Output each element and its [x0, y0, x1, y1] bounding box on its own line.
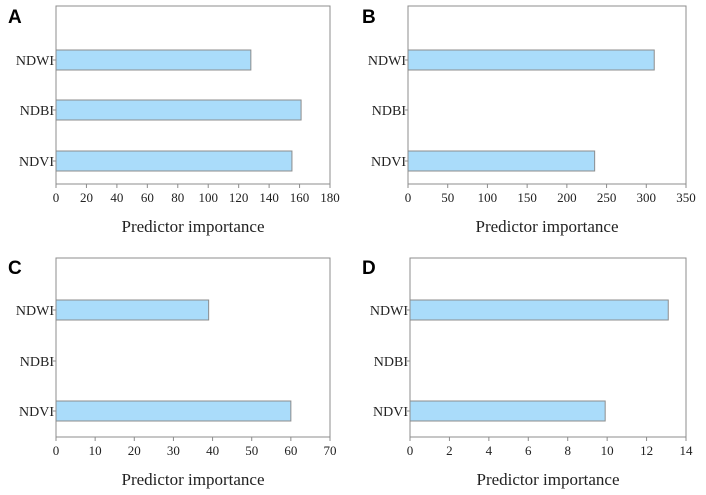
panel-d-category-ndwi: NDWI	[370, 304, 408, 319]
panel-c-plot-frame	[55, 257, 331, 438]
panel-b-bar-ndwi	[407, 49, 655, 71]
panel-c-letter: C	[8, 258, 22, 279]
panel-a-xtick-label-100: 100	[198, 190, 218, 205]
panel-c-xtick-label-40: 40	[206, 443, 219, 458]
panel-d-letter: D	[362, 258, 376, 279]
panel-c-xtick-label-30: 30	[167, 443, 180, 458]
panel-d-plot-frame	[409, 257, 687, 438]
panel-a-xtick-label-60: 60	[141, 190, 154, 205]
panel-d-bar-ndvi	[409, 400, 606, 422]
panel-b-xlabel: Predictor importance	[475, 217, 618, 236]
panel-b-category-ndbi: NDBI	[372, 104, 407, 119]
panel-d-xtick-label-2: 2	[446, 443, 453, 458]
panel-b-category-ndwi: NDWI	[368, 54, 406, 69]
panel-b-xtick-label-300: 300	[637, 190, 657, 205]
panel-b-xtick-label-350: 350	[676, 190, 696, 205]
panel-c-xtick-label-70: 70	[324, 443, 337, 458]
panel-a-bar-ndwi	[55, 49, 252, 71]
panel-c-xtick-label-10: 10	[89, 443, 102, 458]
panel-a-category-ndwi: NDWI	[16, 54, 54, 69]
panel-a-xtick-label-80: 80	[171, 190, 184, 205]
panel-a-xtick-label-20: 20	[80, 190, 93, 205]
panel-a-category-ndbi: NDBI	[20, 104, 55, 119]
panel-d-bar-ndwi	[409, 299, 669, 321]
panel-a-xtick-label-120: 120	[229, 190, 249, 205]
panel-c-bar-ndvi	[55, 400, 292, 422]
panel-b-letter: B	[362, 7, 376, 28]
panel-d-xtick-label-4: 4	[486, 443, 493, 458]
panel-b-xtick-label-100: 100	[478, 190, 498, 205]
panel-c-category-ndbi: NDBI	[20, 355, 55, 370]
panel-a-xtick-label-140: 140	[259, 190, 279, 205]
panel-a-xlabel: Predictor importance	[121, 217, 264, 236]
panel-d-xtick-label-6: 6	[525, 443, 532, 458]
panel-b-category-ndvi: NDVI	[371, 155, 406, 170]
panel-c-xtick-label-50: 50	[245, 443, 258, 458]
panel-a-plot-frame	[55, 5, 331, 185]
panel-d-xlabel: Predictor importance	[476, 470, 619, 489]
panel-d-xtick-label-12: 12	[640, 443, 653, 458]
panel-b-xtick-label-0: 0	[405, 190, 412, 205]
panel-d-category-ndbi: NDBI	[374, 355, 409, 370]
panel-c-xtick-label-0: 0	[53, 443, 60, 458]
panel-a-category-ndvi: NDVI	[19, 155, 54, 170]
panel-a-bar-ndbi	[55, 99, 302, 121]
panel-d-xtick-label-14: 14	[680, 443, 694, 458]
panel-c-xtick-label-20: 20	[128, 443, 141, 458]
panel-d-xtick-label-8: 8	[564, 443, 571, 458]
panel-d-category-ndvi: NDVI	[373, 405, 408, 420]
panel-a-xtick-label-160: 160	[290, 190, 310, 205]
panel-d-xtick-label-0: 0	[407, 443, 414, 458]
panel-b-xtick-label-150: 150	[517, 190, 537, 205]
panel-b-bar-ndvi	[407, 150, 596, 172]
panel-a-letter: A	[8, 7, 22, 28]
panel-a-xtick-label-180: 180	[320, 190, 340, 205]
panel-a-xtick-label-0: 0	[53, 190, 60, 205]
panel-b-xtick-label-200: 200	[557, 190, 577, 205]
panel-c-category-ndwi: NDWI	[16, 304, 54, 319]
panel-b-plot-frame	[407, 5, 687, 185]
panel-b-xtick-label-250: 250	[597, 190, 617, 205]
panel-c-category-ndvi: NDVI	[19, 405, 54, 420]
panel-a-bar-ndvi	[55, 150, 293, 172]
panel-c-xlabel: Predictor importance	[121, 470, 264, 489]
panel-c-bar-ndwi	[55, 299, 210, 321]
panel-c-xtick-label-60: 60	[284, 443, 297, 458]
panel-a-xtick-label-40: 40	[110, 190, 123, 205]
panel-b-xtick-label-50: 50	[441, 190, 454, 205]
panel-d-xtick-label-10: 10	[601, 443, 614, 458]
